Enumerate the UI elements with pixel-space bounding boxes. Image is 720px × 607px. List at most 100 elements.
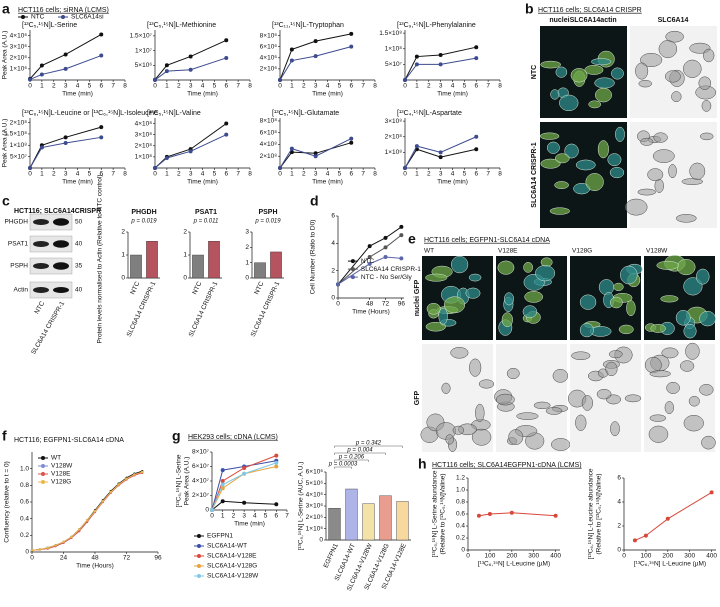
y-tick-label: 1×10⁶ [306, 525, 324, 532]
x-tick-label: 2 [52, 171, 56, 178]
x-tick-label: 7 [361, 83, 365, 90]
y-axis-label: (Relative to [¹³C₅,¹⁵N]Valine) [440, 473, 447, 554]
data-point [274, 464, 279, 469]
x-tick-label: 2 [52, 83, 56, 90]
series-line [29, 136, 102, 169]
x-tick-label: 4 [253, 513, 257, 520]
x-tick-label: 0 [278, 83, 282, 90]
y-tick-label: 1×10⁶ [10, 66, 28, 73]
data-point [188, 54, 193, 59]
x-tick-label: NTC [191, 280, 203, 295]
cell [664, 401, 674, 415]
y-tick-label: 2×10⁸ [10, 119, 28, 126]
cell [597, 140, 609, 159]
cell [698, 76, 712, 90]
y-axis-label: (Relative to [¹³C₅,¹⁵N]Valine) [596, 473, 603, 554]
x-tick-label: 8 [123, 171, 127, 178]
data-point [403, 78, 407, 82]
x-tick-label: 400 [706, 553, 717, 560]
cell [523, 261, 534, 273]
x-tick-label: 5 [338, 83, 342, 90]
annotation: p = 0.019 [254, 219, 281, 225]
y-tick-label: 2×10⁶ [306, 514, 324, 521]
legend-marker [21, 15, 25, 19]
data-point [313, 54, 318, 59]
data-point [278, 166, 282, 170]
blot-strip [29, 235, 73, 253]
data-point [665, 516, 670, 521]
cell [539, 132, 560, 140]
panel-letter: g [172, 428, 181, 444]
x-tick-label: 0 [153, 83, 157, 90]
x-tick-label: 72 [123, 555, 131, 562]
x-tick-label: 8 [373, 171, 377, 178]
y-tick-label: 2 [245, 244, 249, 251]
y-tick-label: 3×10⁶ [10, 43, 28, 50]
x-tick-label: 6 [99, 171, 103, 178]
cell [666, 381, 680, 394]
x-axis-label: Time (min) [312, 179, 343, 186]
data-point [289, 146, 294, 151]
x-tick-label: 3 [439, 171, 443, 178]
data-point [117, 483, 120, 486]
y-tick-label: 5×10⁷ [385, 61, 403, 68]
cell [545, 407, 563, 415]
y-tick-label: 0.4 [20, 515, 29, 522]
series-line [279, 46, 352, 81]
x-axis-label: Time (min) [437, 179, 468, 186]
x-tick-label: 1 [165, 83, 169, 90]
cell [676, 259, 696, 276]
x-tick-label: 6 [224, 171, 228, 178]
legend-label: SLC6A14-WT [207, 543, 247, 550]
cell [516, 412, 539, 420]
y-tick-label: 4 [331, 240, 335, 247]
band [33, 241, 49, 247]
bar [362, 503, 375, 541]
x-tick-label: 1 [415, 171, 419, 178]
x-tick-label: 1 [415, 83, 419, 90]
x-tick-label: NTC [129, 280, 141, 295]
data-point [383, 255, 388, 259]
x-tick-label: 100 [484, 553, 495, 560]
data-point [474, 45, 479, 50]
x-tick-label: 6 [349, 171, 353, 178]
data-point [141, 470, 144, 474]
x-tick-label: 400 [550, 553, 561, 560]
cell [652, 149, 675, 163]
y-tick-label: 1.5×10⁸ [379, 30, 402, 37]
x-tick-label: 48 [91, 555, 99, 562]
x-tick-label: 7 [361, 171, 365, 178]
y-tick-label: 3 [245, 229, 249, 236]
cell [598, 279, 615, 296]
data-point [220, 468, 225, 473]
cell [700, 132, 714, 141]
x-tick-label: 0 [403, 171, 407, 178]
data-point [349, 31, 354, 36]
bar [254, 262, 266, 279]
y-tick-label: 2×10⁶ [10, 54, 28, 61]
cell [585, 173, 604, 191]
band [33, 287, 49, 293]
y-tick-label: 2×10⁷ [192, 492, 210, 499]
bar [328, 508, 341, 541]
y-tick-label: 8×10⁶ [260, 32, 278, 39]
legend-marker [61, 15, 65, 19]
cell [668, 164, 677, 179]
cell [438, 307, 448, 325]
x-tick-label: 4 [326, 83, 330, 90]
band [53, 240, 69, 248]
cell [661, 347, 679, 359]
y-axis-label: Peak Area (A.U.) [2, 119, 9, 168]
cell [688, 395, 700, 407]
data-point [133, 473, 136, 476]
blot-marker: 35 [75, 263, 83, 270]
significance-bracket [334, 466, 352, 469]
x-tick-label: 72 [382, 301, 390, 308]
x-tick-label: 5 [213, 171, 217, 178]
cell [649, 414, 667, 422]
cell [671, 91, 682, 103]
data-point [242, 471, 247, 476]
x-tick-label: 96 [398, 301, 406, 308]
data-point [414, 144, 419, 149]
data-point [210, 508, 214, 512]
